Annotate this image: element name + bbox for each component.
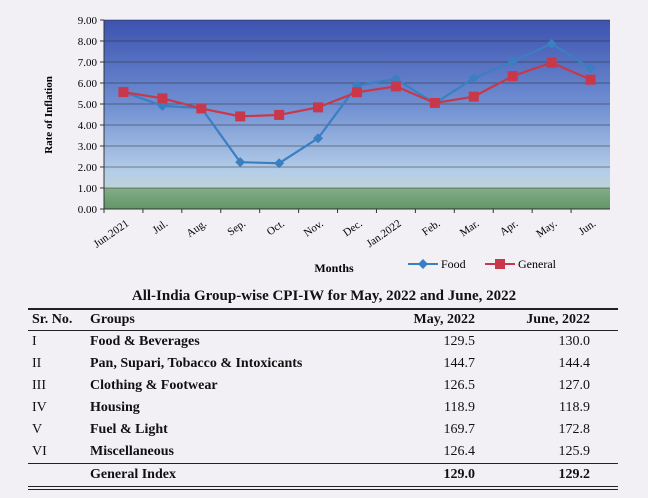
y-tick-label: 9.00 [78, 15, 98, 27]
legend-food: Food [408, 257, 466, 271]
x-tick-label: May. [534, 217, 559, 240]
legend-general: General [485, 257, 557, 271]
point-food [585, 63, 596, 74]
point-food [546, 38, 557, 49]
point-general [196, 103, 207, 114]
y-axis-label: Rate of Inflation [43, 76, 55, 154]
table-title: All-India Group-wise CPI-IW for May, 202… [131, 288, 517, 304]
row-sr-no: I [32, 334, 37, 349]
row-june-value: 125.9 [558, 444, 591, 459]
y-tick-label: 3.00 [78, 141, 98, 153]
header-sr-no: Sr. No. [32, 312, 73, 327]
y-tick-label: 6.00 [78, 78, 98, 90]
row-june-value: 127.0 [558, 378, 591, 393]
table-row: I Food & Beverages 129.5 130.0 [28, 331, 618, 354]
row-june-value: 130.0 [558, 334, 591, 349]
point-general [313, 102, 324, 113]
point-food [274, 158, 285, 169]
y-tick-label: 8.00 [78, 36, 98, 48]
point-general [235, 111, 246, 122]
y-tick-label: 0.00 [78, 204, 98, 216]
y-tick-label: 5.00 [78, 99, 98, 111]
plot-area [104, 20, 610, 209]
point-general [118, 87, 129, 98]
point-general [157, 93, 168, 104]
inflation-line-chart: 0.00 1.00 2.00 3.00 4.00 5.00 6.00 7.00 8.00 9.00… [43, 15, 610, 275]
cpi-table: Sr. No. Groups May, 2022 June, 2022 I Fo… [28, 308, 618, 490]
point-food [313, 133, 324, 144]
x-tick-label: Oct. [265, 217, 287, 238]
row-may-value: 118.9 [444, 400, 475, 415]
total-sr-no [28, 463, 86, 488]
row-may-value: 169.7 [443, 422, 476, 437]
total-may-value: 129.0 [388, 463, 503, 488]
x-tick-label: Jun.2021 [92, 218, 132, 251]
point-general [507, 71, 518, 82]
row-group: Fuel & Light [90, 422, 168, 437]
table-row: VI Miscellaneous 126.4 125.9 [28, 441, 618, 464]
x-tick-label: Apr. [498, 217, 521, 238]
table-row: V Fuel & Light 169.7 172.8 [28, 419, 618, 441]
legend-general-label: General [518, 257, 557, 271]
row-may-value: 126.5 [443, 378, 476, 393]
total-june-value: 129.2 [503, 463, 618, 488]
table-row: IV Housing 118.9 118.9 [28, 397, 618, 419]
x-tick-label: Aug. [184, 217, 209, 239]
table-row: II Pan, Supari, Tobacco & Intoxicants 14… [28, 353, 618, 375]
y-tick-label: 2.00 [78, 162, 98, 174]
x-tick-label: Mar. [458, 217, 482, 239]
header-june: June, 2022 [526, 312, 590, 327]
point-food [468, 73, 479, 84]
x-tick-label: Nov. [302, 217, 326, 239]
row-may-value: 126.4 [443, 444, 476, 459]
table-total-row: General Index 129.0 129.2 [28, 463, 618, 488]
row-may-value: 129.5 [443, 334, 476, 349]
x-tick-label: Dec. [341, 217, 365, 239]
point-general [585, 74, 596, 85]
point-general [429, 97, 440, 108]
row-group: Food & Beverages [90, 334, 200, 349]
plot-floor [104, 188, 610, 209]
legend-food-label: Food [441, 257, 466, 271]
point-general [468, 91, 479, 102]
row-june-value: 144.4 [558, 356, 591, 371]
table-header-row: Sr. No. Groups May, 2022 June, 2022 [28, 309, 618, 331]
legend: Food General [408, 257, 557, 271]
row-group: Housing [90, 400, 140, 415]
row-sr-no: III [32, 378, 46, 393]
point-general [352, 87, 362, 98]
y-tick-label: 1.00 [78, 183, 98, 195]
header-may: May, 2022 [413, 312, 475, 327]
x-tick-label: Jan.2022 [364, 218, 403, 250]
row-sr-no: VI [32, 444, 47, 459]
y-tick-label: 4.00 [78, 120, 98, 132]
row-sr-no: V [32, 422, 43, 437]
point-food [507, 56, 518, 67]
x-tick-label: Jun. [577, 217, 599, 237]
point-general [390, 81, 401, 92]
x-axis-label: Months [314, 261, 354, 275]
row-group: Miscellaneous [90, 444, 174, 459]
row-sr-no: IV [32, 400, 47, 415]
point-general [274, 109, 285, 120]
x-tick-label: Feb. [420, 217, 443, 238]
row-group: Clothing & Footwear [90, 378, 218, 393]
point-food [235, 157, 246, 168]
header-groups: Groups [90, 312, 135, 327]
point-food [157, 100, 168, 111]
x-tick-label: Sep. [225, 217, 248, 238]
row-group: Pan, Supari, Tobacco & Intoxicants [90, 356, 303, 371]
row-may-value: 144.7 [443, 356, 476, 371]
point-general [546, 57, 557, 68]
row-june-value: 172.8 [558, 422, 591, 437]
total-group: General Index [86, 463, 388, 488]
y-tick-label: 7.00 [78, 57, 98, 69]
row-sr-no: II [32, 356, 42, 371]
x-tick-label: Jul. [150, 217, 170, 236]
row-june-value: 118.9 [559, 400, 590, 415]
table-row: III Clothing & Footwear 126.5 127.0 [28, 375, 618, 397]
